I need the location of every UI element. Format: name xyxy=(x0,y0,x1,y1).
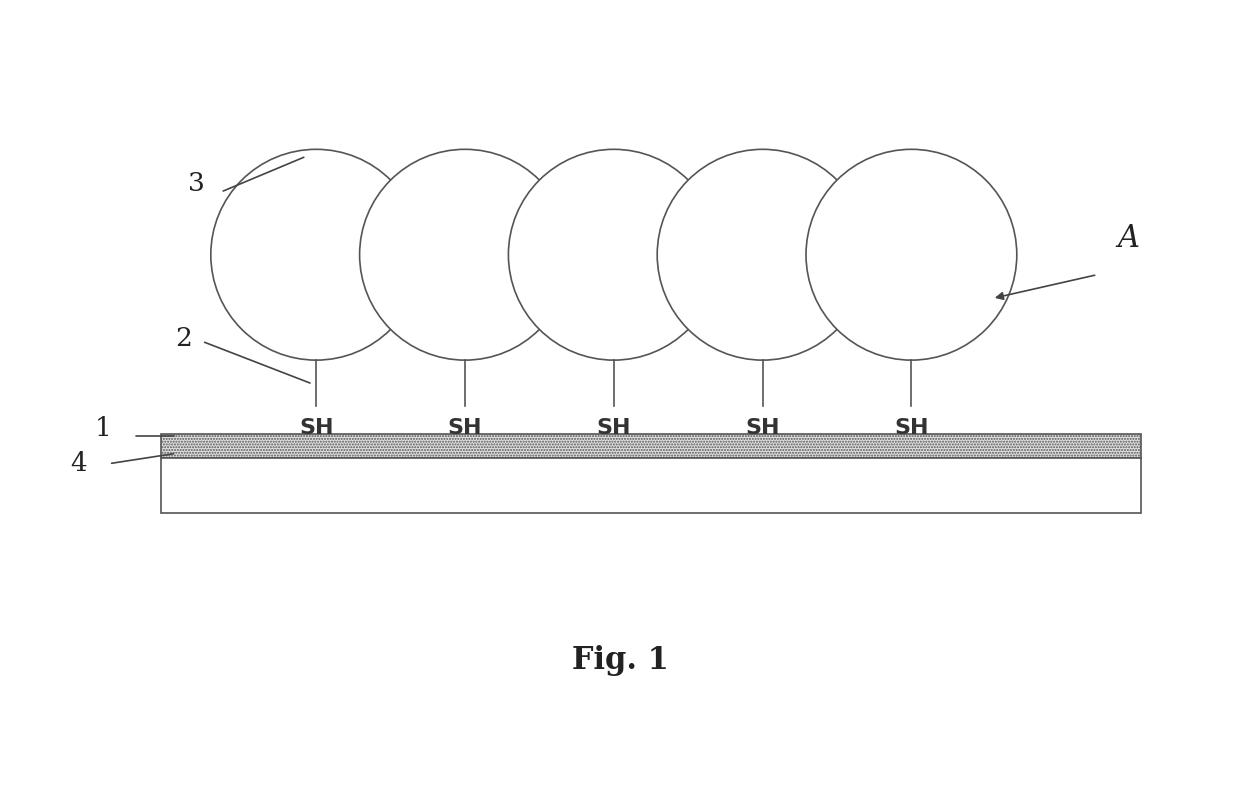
Text: SH: SH xyxy=(448,418,482,438)
Text: Fig. 1: Fig. 1 xyxy=(572,646,668,676)
Text: 1: 1 xyxy=(94,416,112,441)
Text: 2: 2 xyxy=(175,326,192,351)
Ellipse shape xyxy=(657,150,868,360)
Text: SH: SH xyxy=(596,418,631,438)
Text: A: A xyxy=(1117,224,1140,254)
Ellipse shape xyxy=(508,150,719,360)
Ellipse shape xyxy=(360,150,570,360)
Text: SH: SH xyxy=(894,418,929,438)
Bar xyxy=(161,434,1141,458)
Ellipse shape xyxy=(806,150,1017,360)
Text: 3: 3 xyxy=(187,170,205,196)
Text: SH: SH xyxy=(745,418,780,438)
Text: SH: SH xyxy=(299,418,334,438)
Bar xyxy=(161,458,1141,513)
Text: 4: 4 xyxy=(69,451,87,476)
Ellipse shape xyxy=(211,150,422,360)
